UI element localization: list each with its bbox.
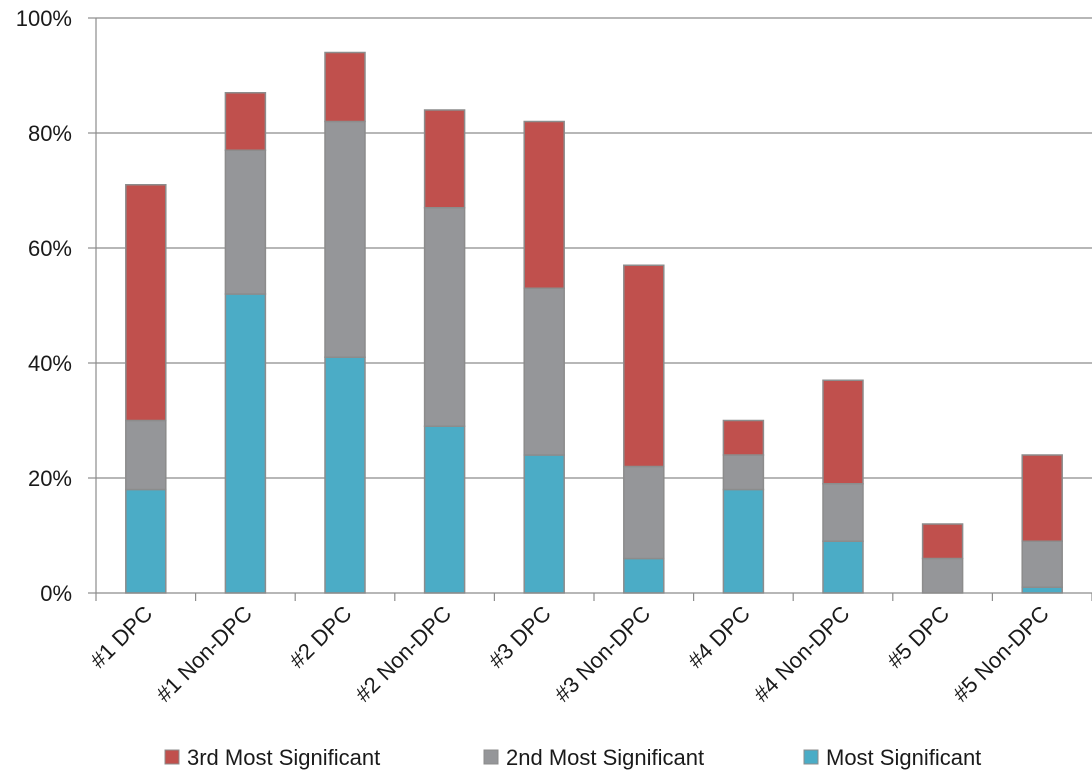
bar-segment-most-significant bbox=[822, 540, 864, 594]
bar-segment-most-significant bbox=[324, 356, 366, 594]
legend: 3rd Most Significant 2nd Most Significant… bbox=[164, 745, 981, 770]
legend-label: 3rd Most Significant bbox=[187, 745, 380, 770]
bar-segment-2nd-most-significant bbox=[822, 483, 864, 542]
x-tick-label: #1 DPC bbox=[85, 601, 157, 673]
bar-segment-most-significant bbox=[1021, 586, 1063, 594]
y-tick-label: 80% bbox=[28, 121, 72, 146]
bar-segment-3rd-most-significant bbox=[224, 92, 267, 151]
x-tick-label: #3 DPC bbox=[484, 601, 556, 673]
bar-segment-2nd-most-significant bbox=[623, 465, 665, 560]
bar-segment-2nd-most-significant bbox=[324, 120, 366, 358]
bar-segment-3rd-most-significant bbox=[125, 184, 167, 422]
bar-segment-2nd-most-significant bbox=[125, 419, 167, 491]
bar-segment-most-significant bbox=[623, 557, 665, 594]
bar-segment-most-significant bbox=[523, 454, 565, 594]
bar-segment-2nd-most-significant bbox=[921, 557, 964, 594]
bar-segment-3rd-most-significant bbox=[324, 51, 366, 123]
y-tick-label: 40% bbox=[28, 351, 72, 376]
legend-swatch bbox=[164, 749, 180, 765]
bar-segment-most-significant bbox=[125, 488, 167, 594]
bar-segment-3rd-most-significant bbox=[623, 264, 665, 468]
x-tick-label: #2 Non-DPC bbox=[350, 601, 456, 707]
x-tick-label: #2 DPC bbox=[284, 601, 356, 673]
bar-segment-3rd-most-significant bbox=[921, 523, 964, 560]
bar-segment-2nd-most-significant bbox=[722, 454, 765, 491]
bars bbox=[125, 51, 1063, 594]
bar-segment-2nd-most-significant bbox=[224, 149, 267, 295]
x-tick-label: #4 Non-DPC bbox=[749, 601, 855, 707]
y-tick-label: 100% bbox=[16, 6, 72, 31]
bar-segment-3rd-most-significant bbox=[822, 379, 864, 485]
legend-label: 2nd Most Significant bbox=[506, 745, 704, 770]
x-tick-label: #1 Non-DPC bbox=[151, 601, 257, 707]
legend-swatch bbox=[483, 749, 499, 765]
bar-segment-2nd-most-significant bbox=[523, 287, 565, 456]
legend-label: Most Significant bbox=[826, 745, 981, 770]
bar-segment-most-significant bbox=[423, 425, 466, 594]
bar-segment-3rd-most-significant bbox=[1021, 454, 1063, 542]
y-tick-labels: 0% 20% 40% 60% 80% 100% bbox=[16, 6, 72, 606]
bar-segment-2nd-most-significant bbox=[1021, 540, 1063, 588]
y-tick-label: 60% bbox=[28, 236, 72, 261]
bar-segment-3rd-most-significant bbox=[423, 109, 466, 209]
bar-segment-most-significant bbox=[722, 488, 765, 594]
x-tick-labels: #1 DPC#1 Non-DPC #2 DPC#2 Non-DPC #3 DPC#3… bbox=[85, 601, 1054, 707]
bar-segment-most-significant bbox=[224, 293, 267, 594]
y-tick-label: 20% bbox=[28, 466, 72, 491]
x-tick-label: #4 DPC bbox=[683, 601, 755, 673]
x-tick-label: #5 Non-DPC bbox=[948, 601, 1054, 707]
legend-swatch bbox=[803, 749, 819, 765]
axes bbox=[88, 17, 1092, 601]
bar-segment-3rd-most-significant bbox=[722, 419, 765, 456]
y-tick-label: 0% bbox=[40, 581, 72, 606]
bar-segment-3rd-most-significant bbox=[523, 120, 565, 289]
x-tick-label: #3 Non-DPC bbox=[549, 601, 655, 707]
x-tick-label: #5 DPC bbox=[882, 601, 954, 673]
bar-segment-2nd-most-significant bbox=[423, 207, 466, 427]
